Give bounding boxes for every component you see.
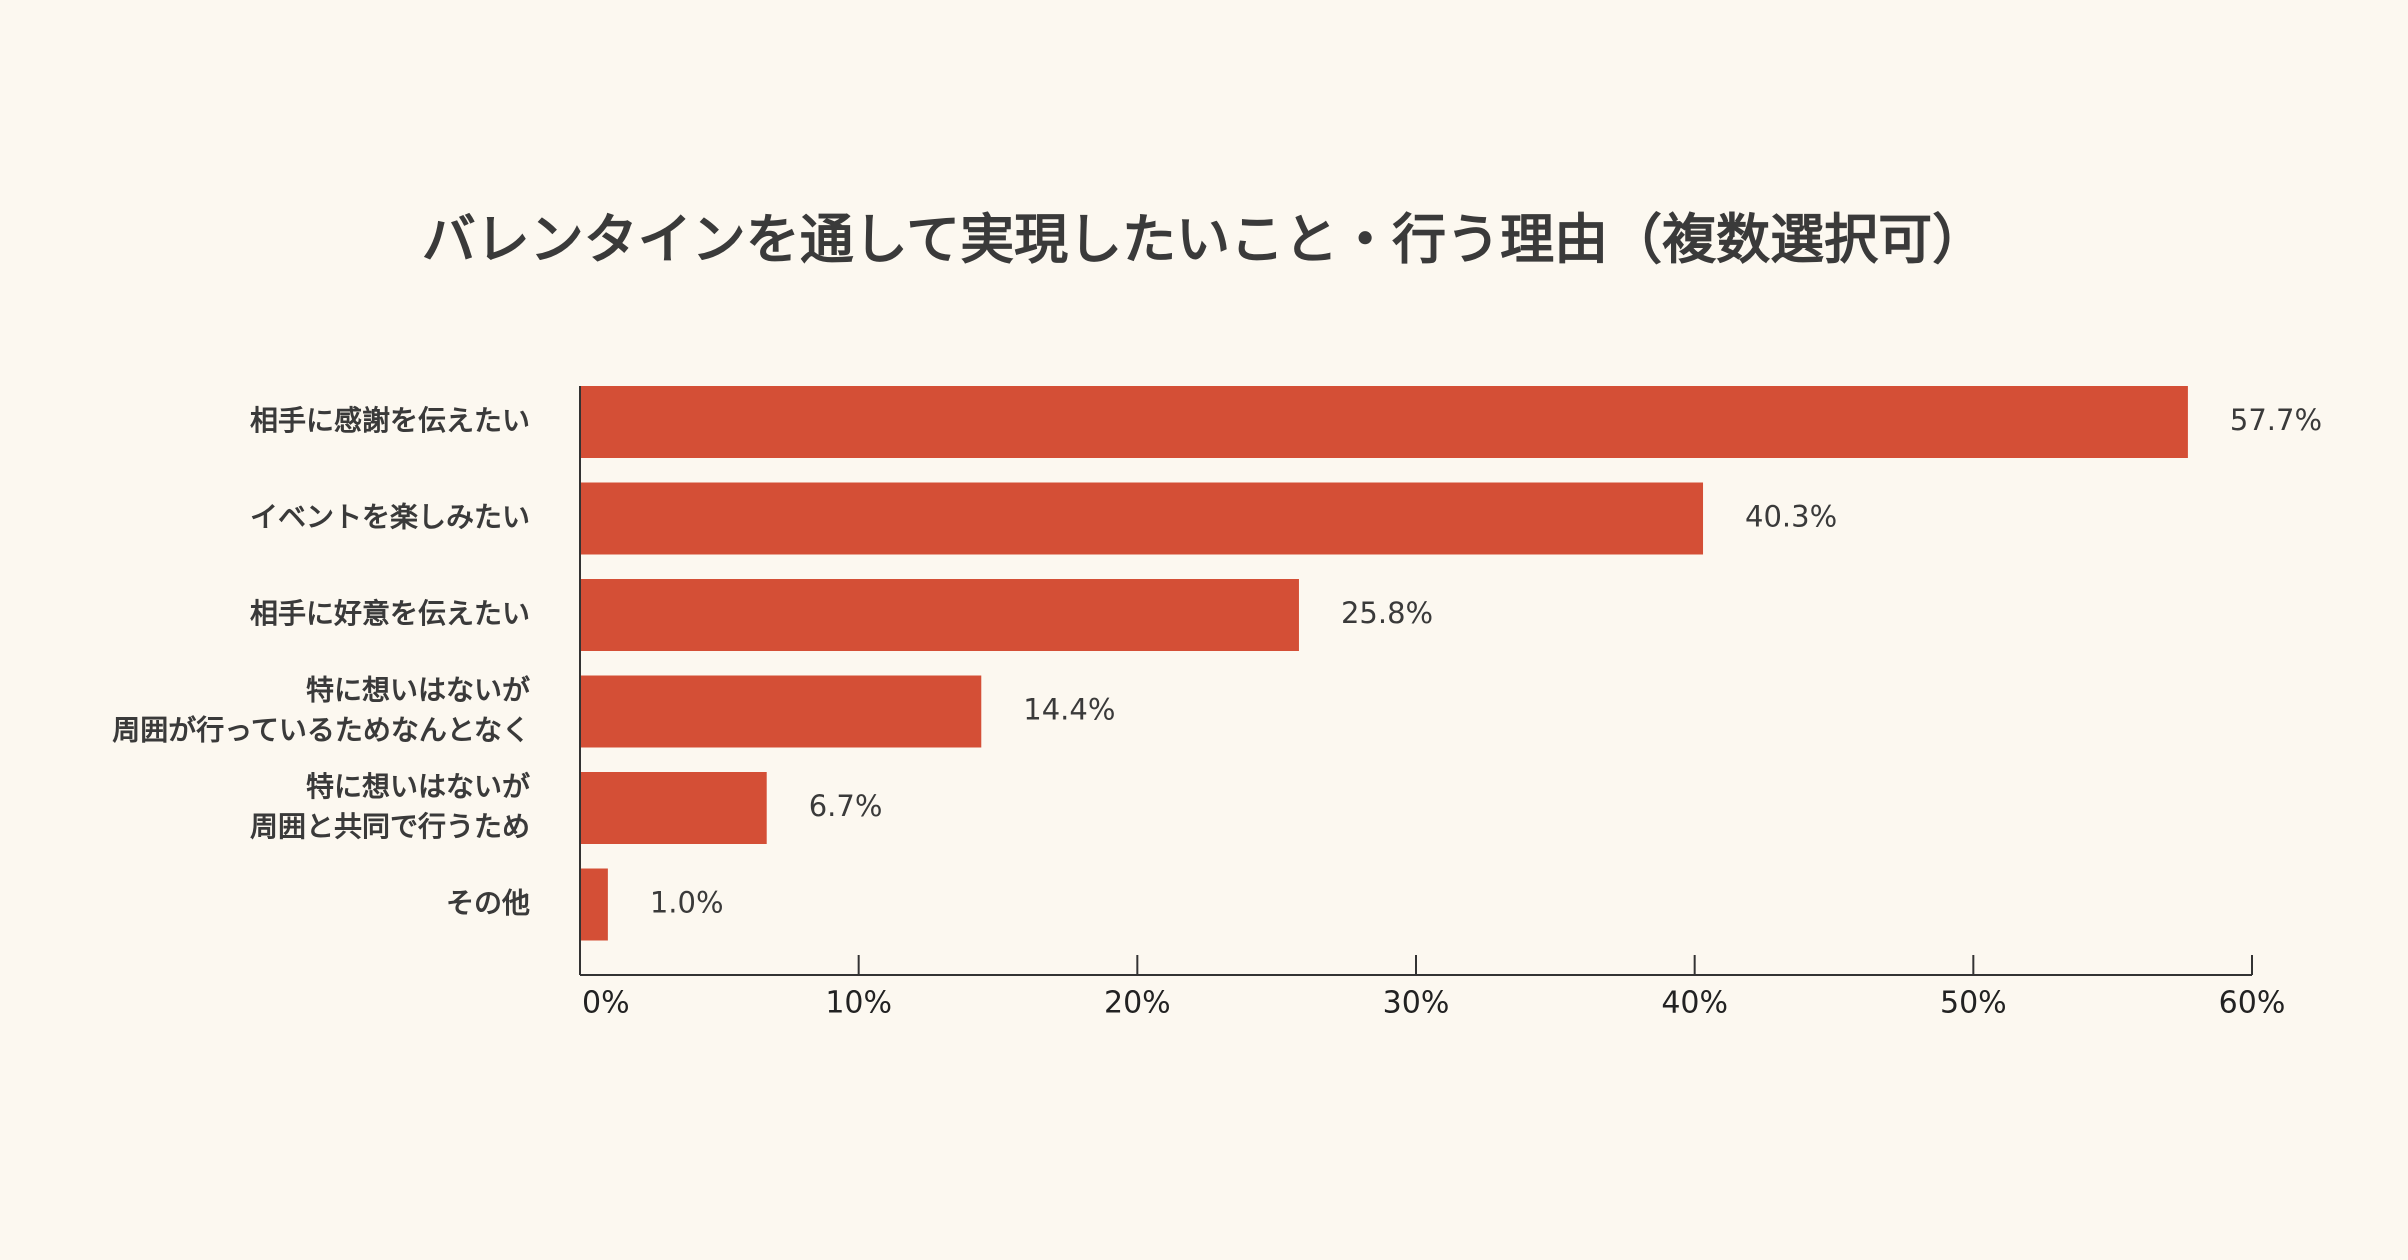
- value-label: 40.3%: [1745, 500, 1837, 534]
- x-tick-label: 60%: [2219, 986, 2286, 1021]
- bar: [580, 386, 2188, 458]
- value-label: 14.4%: [1023, 693, 1115, 727]
- category-label: イベントを楽しみたい: [250, 501, 530, 534]
- x-tick-label: 10%: [825, 986, 892, 1021]
- value-label: 57.7%: [2230, 403, 2322, 437]
- category-label: 相手に感謝を伝えたい: [250, 404, 530, 437]
- category-label: その他: [446, 887, 530, 920]
- category-label-line: 周囲と共同で行うため: [250, 810, 530, 843]
- value-label: 25.8%: [1341, 596, 1433, 630]
- bar: [580, 772, 767, 844]
- category-label-line: 特に想いはないが: [306, 674, 530, 707]
- category-label-line: 相手に好意を伝えたい: [250, 597, 530, 630]
- bar: [580, 482, 1704, 555]
- x-tick-label: 0%: [582, 986, 630, 1021]
- category-label-line: 特に想いはないが: [306, 770, 530, 803]
- x-tick-label: 50%: [1940, 986, 2007, 1021]
- chart-title: バレンタインを通して実現したいこと・行う理由（複数選択可）: [421, 208, 1987, 271]
- bar: [580, 868, 608, 941]
- category-label: 特に想いはないが周囲と共同で行うため: [250, 770, 530, 843]
- category-label: 特に想いはないが周囲が行っているためなんとなく: [112, 674, 530, 747]
- bar: [580, 675, 982, 748]
- value-label: 6.7%: [809, 789, 883, 823]
- x-tick-label: 20%: [1104, 986, 1171, 1021]
- category-label-line: 周囲が行っているためなんとなく: [112, 714, 530, 747]
- category-label-line: その他: [446, 887, 530, 920]
- category-label-line: イベントを楽しみたい: [250, 501, 530, 534]
- bar: [580, 579, 1299, 651]
- x-tick-label: 40%: [1661, 986, 1728, 1021]
- value-label: 1.0%: [650, 886, 724, 920]
- category-label-line: 相手に感謝を伝えたい: [250, 404, 530, 437]
- category-label: 相手に好意を伝えたい: [250, 597, 530, 630]
- x-tick-label: 30%: [1383, 986, 1450, 1021]
